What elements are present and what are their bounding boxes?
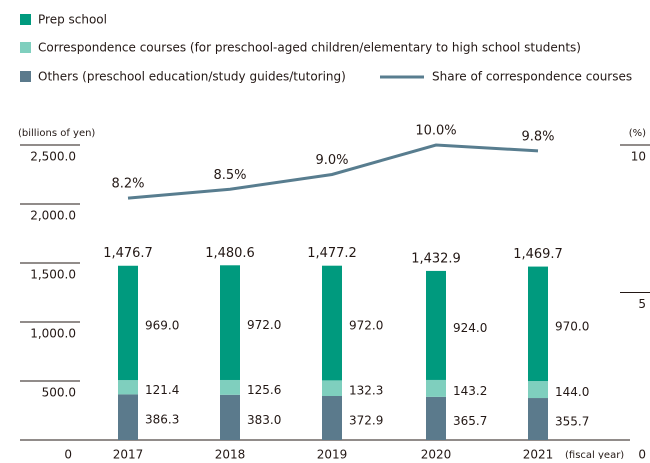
bar-value-label: 125.6 [247,383,281,397]
bar-value-label: 121.4 [145,383,179,397]
bar-segment [322,380,342,396]
y-tick-label: 2,000.0 [30,209,76,223]
line-value-label: 8.2% [111,177,144,192]
bar-segment [220,379,240,395]
x-tick-label: 2021 [523,448,554,460]
bar-total-label: 1,469.7 [513,247,563,262]
y-tick-label: 0 [64,448,72,460]
y2-tick-label: 5 [638,297,646,311]
bar-segment [322,265,342,381]
bar-segment [426,270,446,380]
legend-label: Correspondence courses (for preschool-ag… [38,41,581,55]
y-tick-label: 2,500.0 [30,150,76,164]
bar-value-label: 969.0 [145,318,179,332]
bar-segment [118,380,138,395]
share-line [127,143,539,200]
bar-value-label: 970.0 [555,319,589,333]
bar-total-label: 1,476.7 [103,246,153,261]
y2-axis-label: (%) [629,128,646,139]
legend-swatch [20,42,31,53]
bar-value-label: 132.3 [349,384,383,398]
y-tick-label: 500.0 [42,386,76,400]
bar-segment [220,394,240,440]
bar-value-label: 365.7 [453,414,487,428]
bar-total-label: 1,480.6 [205,246,255,261]
x-axis-label: (fiscal year) [565,450,624,459]
y2-tick-label: 0 [638,448,646,460]
bar-value-label: 383.0 [247,413,281,427]
bar-segment [426,396,446,440]
y-axis-label: (billions of yen) [18,128,95,139]
bar-total-label: 1,477.2 [307,246,357,261]
bar-value-label: 972.0 [247,318,281,332]
bar-value-label: 372.9 [349,413,383,427]
y-tick-label: 1,500.0 [30,268,76,282]
line-value-label: 10.0% [415,124,456,139]
legend-swatch [20,71,31,82]
bar-value-label: 972.0 [349,319,383,333]
bar-total-label: 1,432.9 [411,251,461,266]
x-tick-label: 2017 [113,448,144,460]
line-value-label: 9.0% [315,153,348,168]
legend-label: Prep school [38,13,107,27]
bar-value-label: 355.7 [555,415,589,429]
bar-segment [322,395,342,440]
y2-tick-label: 10 [631,150,646,164]
bar-segment [118,265,138,381]
bar-segment [528,381,548,399]
bar-segment [220,265,240,380]
bar-segment [528,266,548,382]
bar-segment [528,398,548,440]
y-tick-label: 1,000.0 [30,327,76,341]
x-tick-label: 2018 [215,448,246,460]
bar-segment [426,379,446,397]
legend-label: Others (preschool education/study guides… [38,70,346,84]
legend-label: Share of correspondence courses [432,70,632,84]
bar-value-label: 924.0 [453,321,487,335]
line-value-label: 8.5% [213,168,246,183]
line-value-label: 9.8% [521,129,554,144]
bar-value-label: 143.2 [453,384,487,398]
x-tick-label: 2019 [317,448,348,460]
x-tick-label: 2020 [421,448,452,460]
bar-segment [118,394,138,440]
bar-value-label: 144.0 [555,385,589,399]
legend-swatch [20,14,31,25]
bar-value-label: 386.3 [145,413,179,427]
